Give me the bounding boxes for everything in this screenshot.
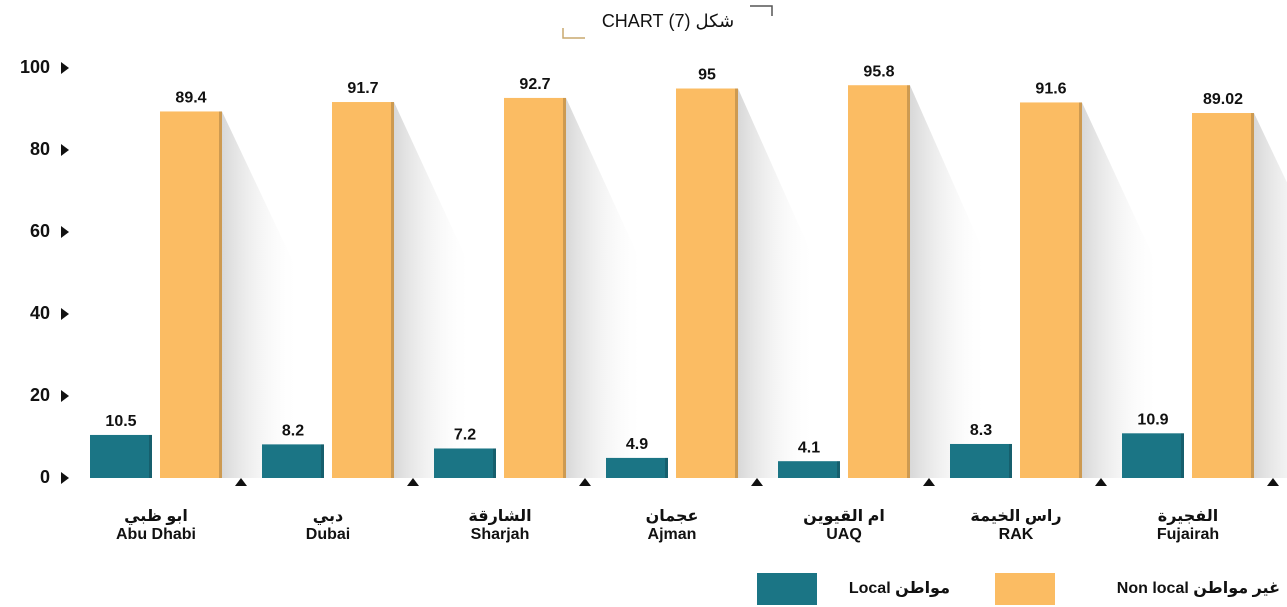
x-tick-mark — [923, 478, 935, 486]
bar-shadow — [910, 85, 988, 478]
title-bracket — [750, 5, 773, 16]
value-label: 91.7 — [347, 80, 378, 97]
x-tick-mark — [1267, 478, 1279, 486]
bar-edge — [149, 434, 152, 478]
x-tick-label: الفجيرة — [1158, 508, 1218, 525]
x-tick-label: RAK — [999, 526, 1034, 543]
bar-edge — [665, 457, 668, 478]
title-bracket — [562, 28, 585, 39]
bar — [606, 457, 668, 478]
bar — [778, 461, 840, 478]
bar — [434, 448, 496, 478]
bar-edge — [907, 85, 910, 478]
x-tick-label: Sharjah — [471, 526, 530, 543]
x-tick-label: ابو ظبي — [124, 508, 188, 526]
x-tick-label: الشارقة — [468, 508, 531, 525]
y-tick-mark — [61, 472, 69, 484]
x-tick-mark — [235, 478, 247, 486]
y-tick-mark — [61, 308, 69, 320]
bar-shadow — [566, 97, 644, 479]
value-label: 10.9 — [1137, 412, 1168, 429]
x-tick-mark — [751, 478, 763, 486]
x-tick-mark — [1095, 478, 1107, 486]
value-label: 8.2 — [282, 423, 304, 440]
value-label: 4.9 — [626, 436, 648, 453]
x-tick-label: ام القيوين — [803, 508, 885, 525]
x-tick-label: راس الخيمة — [970, 508, 1061, 525]
y-tick-label: 20 — [30, 385, 50, 405]
bar-edge — [1181, 433, 1184, 478]
value-label: 92.7 — [519, 76, 550, 93]
bar-edge — [391, 102, 394, 478]
y-tick-label: 60 — [30, 221, 50, 241]
chart-title: شكل (7) CHART — [602, 11, 734, 31]
value-label: 89.4 — [175, 90, 206, 107]
x-tick-label: Fujairah — [1157, 526, 1219, 543]
bar-shadow — [1082, 102, 1160, 478]
value-label: 8.3 — [970, 422, 992, 439]
legend-swatch — [757, 573, 817, 605]
bar-edge — [837, 461, 840, 478]
bar — [160, 111, 222, 479]
legend-swatch — [995, 573, 1055, 605]
bar-edge — [219, 111, 222, 479]
y-tick-label: 80 — [30, 139, 50, 159]
bar — [262, 444, 324, 478]
bar-shadow — [222, 111, 300, 479]
bar — [950, 443, 1012, 478]
y-tick-label: 0 — [40, 467, 50, 487]
bar — [90, 434, 152, 478]
bar — [1192, 113, 1254, 478]
bar-edge — [321, 444, 324, 478]
x-tick-mark — [579, 478, 591, 486]
bar-edge — [493, 448, 496, 478]
bar-shadow — [1254, 113, 1287, 478]
x-tick-label: UAQ — [826, 526, 862, 543]
bar-shadow — [394, 102, 472, 478]
x-tick-label: عجمان — [646, 508, 699, 525]
value-label: 91.6 — [1035, 81, 1066, 98]
legend-label: مواطن Local — [849, 580, 950, 597]
bar-edge — [1009, 443, 1012, 478]
bar — [1122, 433, 1184, 478]
bar-edge — [1079, 102, 1082, 478]
x-tick-mark — [407, 478, 419, 486]
bar — [504, 97, 566, 479]
x-tick-label: Abu Dhabi — [116, 526, 196, 543]
legend-label: غير مواطن Non local — [1117, 580, 1280, 597]
y-tick-mark — [61, 390, 69, 402]
value-label: 95 — [698, 67, 716, 84]
bar — [332, 102, 394, 478]
y-tick-label: 100 — [20, 57, 50, 77]
y-tick-mark — [61, 62, 69, 74]
y-tick-mark — [61, 144, 69, 156]
bar-edge — [1251, 113, 1254, 478]
value-label: 4.1 — [798, 439, 820, 456]
x-tick-label: Ajman — [648, 526, 697, 543]
x-tick-label: دبي — [313, 508, 343, 526]
bar — [848, 85, 910, 478]
bar-edge — [563, 97, 566, 479]
bar — [676, 88, 738, 478]
y-tick-mark — [61, 226, 69, 238]
bar — [1020, 102, 1082, 478]
value-label: 95.8 — [863, 63, 894, 80]
value-label: 10.5 — [105, 413, 136, 430]
bar-edge — [735, 88, 738, 478]
bar-shadow — [738, 88, 816, 478]
value-label: 89.02 — [1203, 91, 1243, 108]
y-tick-label: 40 — [30, 303, 50, 323]
value-label: 7.2 — [454, 427, 476, 444]
x-tick-label: Dubai — [306, 526, 350, 543]
